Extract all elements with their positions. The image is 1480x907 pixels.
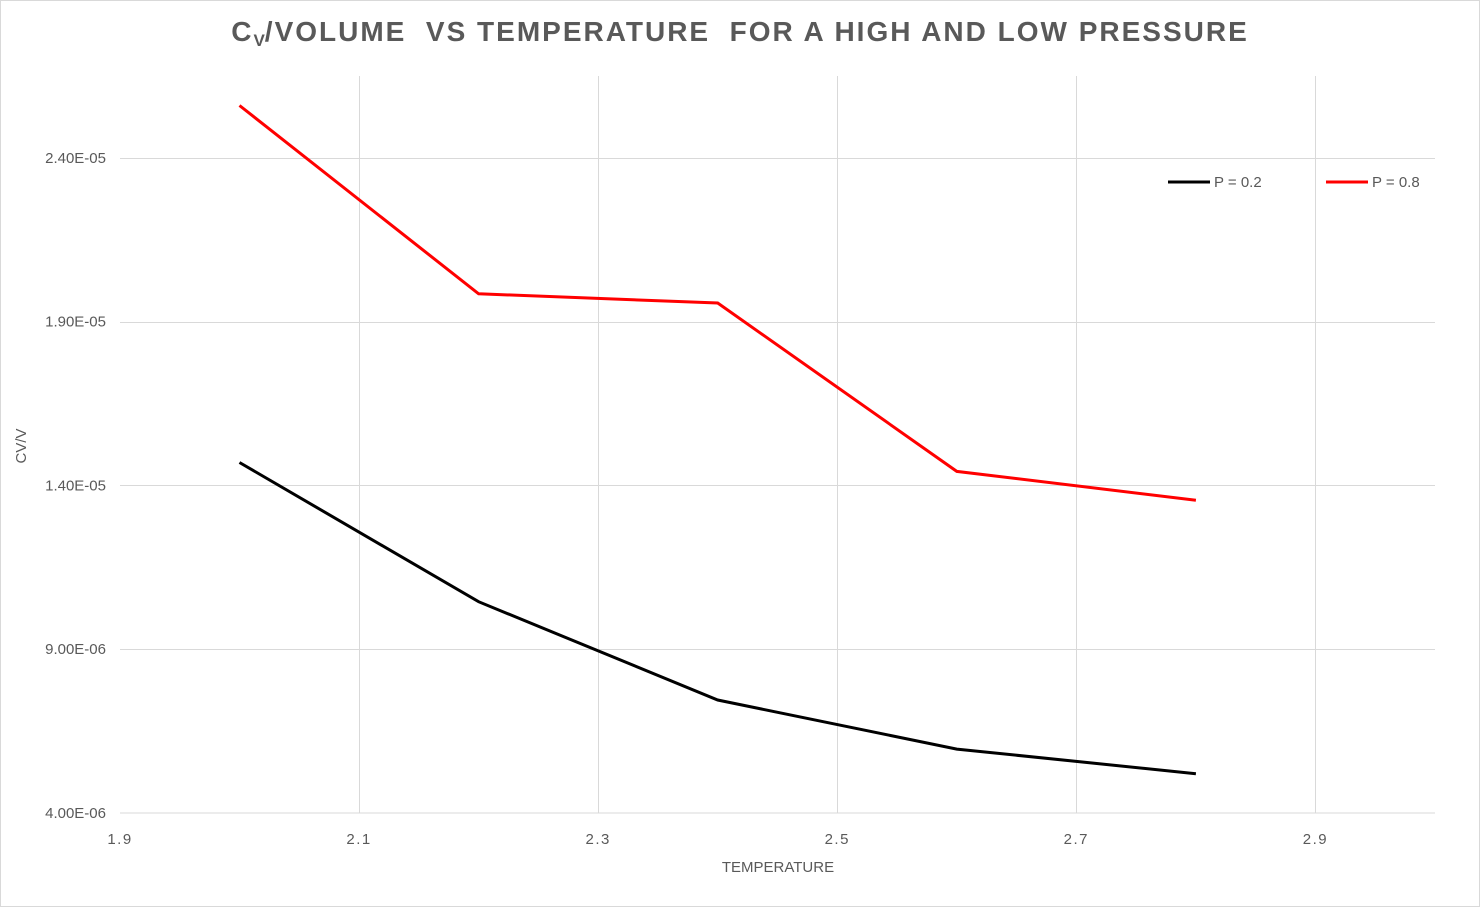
legend-label: P = 0.8 [1372,174,1420,191]
x-tick-labels: 1.9 2.1 2.3 2.5 2.7 2.9 [107,831,1328,848]
horizontal-gridlines [120,158,1435,650]
series-line-p-0-2 [238,461,1197,776]
chart-title: CV/VOLUME VS TEMPERATURE FOR A HIGH AND … [0,16,1480,51]
x-tick-label: 2.3 [586,831,611,848]
series-line-p-0-8 [238,104,1197,502]
legend: P = 0.2 P = 0.8 [1168,174,1420,191]
x-tick-label: 1.9 [107,831,132,848]
x-tick-label: 2.7 [1064,831,1089,848]
x-tick-label: 2.9 [1303,831,1328,848]
vertical-gridlines [359,76,1316,813]
title-main: C [231,16,254,47]
x-axis-label: TEMPERATURE [722,859,834,876]
title-subscript: V [253,31,265,50]
legend-label: P = 0.2 [1214,174,1262,191]
series-lines [238,104,1197,776]
y-tick-label: 4.00E-06 [45,805,106,822]
y-tick-label: 2.40E-05 [45,150,106,167]
y-tick-label: 1.40E-05 [45,477,106,494]
y-tick-labels: 4.00E-06 9.00E-06 1.40E-05 1.90E-05 2.40E-05 [45,150,106,822]
x-tick-label: 2.1 [346,831,371,848]
title-rest: /VOLUME VS TEMPERATURE FOR A HIGH AND LO… [264,16,1249,47]
y-tick-label: 9.00E-06 [45,641,106,658]
y-axis-label: CV/V [13,428,30,463]
x-tick-label: 2.5 [825,831,850,848]
y-tick-label: 1.90E-05 [45,314,106,331]
